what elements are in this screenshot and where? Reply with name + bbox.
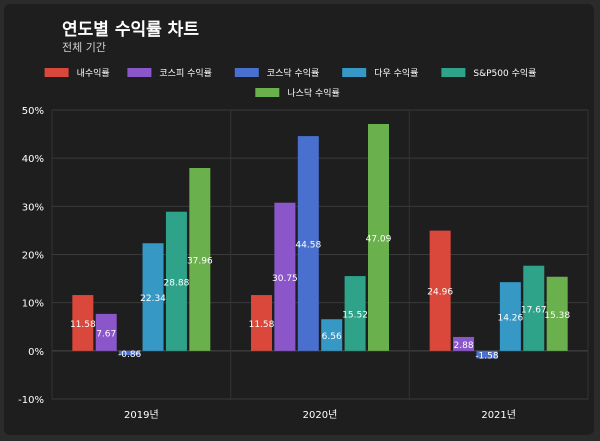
legend-swatch [234,68,259,77]
data-label: 7.67 [96,329,116,339]
bar [476,350,498,359]
data-label: 11.58 [70,320,96,330]
bar [189,167,211,351]
bar [95,313,117,351]
y-tick-label: 20% [22,251,44,262]
bar [453,336,475,351]
legend-label: 코스닥 수익률 [267,67,320,79]
y-tick-label: 10% [22,299,44,310]
bar [142,243,164,351]
bar [72,295,94,351]
x-tick-label: 2021년 [481,409,516,421]
data-label: 28.88 [164,278,190,288]
data-label: 11.58 [249,320,275,330]
x-tick-label: 2019년 [124,409,159,421]
y-tick-label: 50% [22,106,44,117]
y-tick-label: 0% [28,347,44,358]
legend-label: 내수익률 [77,67,110,79]
y-tick-label: 40% [22,154,44,165]
legend-label: S&P500 수익률 [473,67,536,79]
grid-lines [51,109,589,400]
data-label: 22.34 [140,294,166,304]
data-label: 30.75 [272,274,298,284]
legend-swatch [127,68,152,77]
y-tick-label: -10% [18,395,44,406]
x-tick-label: 2020년 [303,409,338,421]
y-tick-label: 30% [22,202,44,213]
data-label: 2.88 [454,341,474,351]
data-label: 44.58 [295,240,321,250]
y-axis: 50% 40% 30% 20% 10% 0% -10% [18,106,44,406]
bar [344,276,366,351]
data-label: 24.96 [427,288,453,298]
bar [251,295,272,351]
legend-label: 다우 수익률 [374,67,418,79]
bar [368,124,389,351]
bar [321,319,343,351]
legend-label: 코스피 수익률 [159,67,212,79]
data-label: -1.58 [475,352,499,362]
bar-series [72,124,568,359]
bar [546,276,568,351]
legend-swatch [342,68,367,77]
legend-swatch [255,88,280,97]
data-label: 15.52 [342,310,368,320]
bar [499,282,521,351]
data-label: 47.09 [366,234,392,244]
legend-swatch [441,68,466,77]
data-label: 6.56 [322,332,342,342]
data-label: 15.38 [544,311,570,321]
bar [429,230,451,351]
legend-label: 나스닥 수익률 [287,87,340,99]
data-label: 14.26 [497,313,523,323]
bar [274,202,296,351]
data-label: -0.86 [118,350,142,360]
x-axis: 2019년 2020년 2021년 [124,409,516,421]
legend-swatch [44,68,69,77]
chart-title: 연도별 수익률 차트 [62,20,199,40]
data-label: 17.67 [521,305,547,315]
bar [165,211,187,351]
chart-subtitle: 전체 기간 [62,41,106,54]
data-labels: 11.587.67-0.8622.3428.8837.9611.5830.754… [70,234,570,361]
bar [523,265,545,351]
data-label: 37.96 [187,256,213,266]
bar [297,136,319,351]
bar [119,350,141,355]
